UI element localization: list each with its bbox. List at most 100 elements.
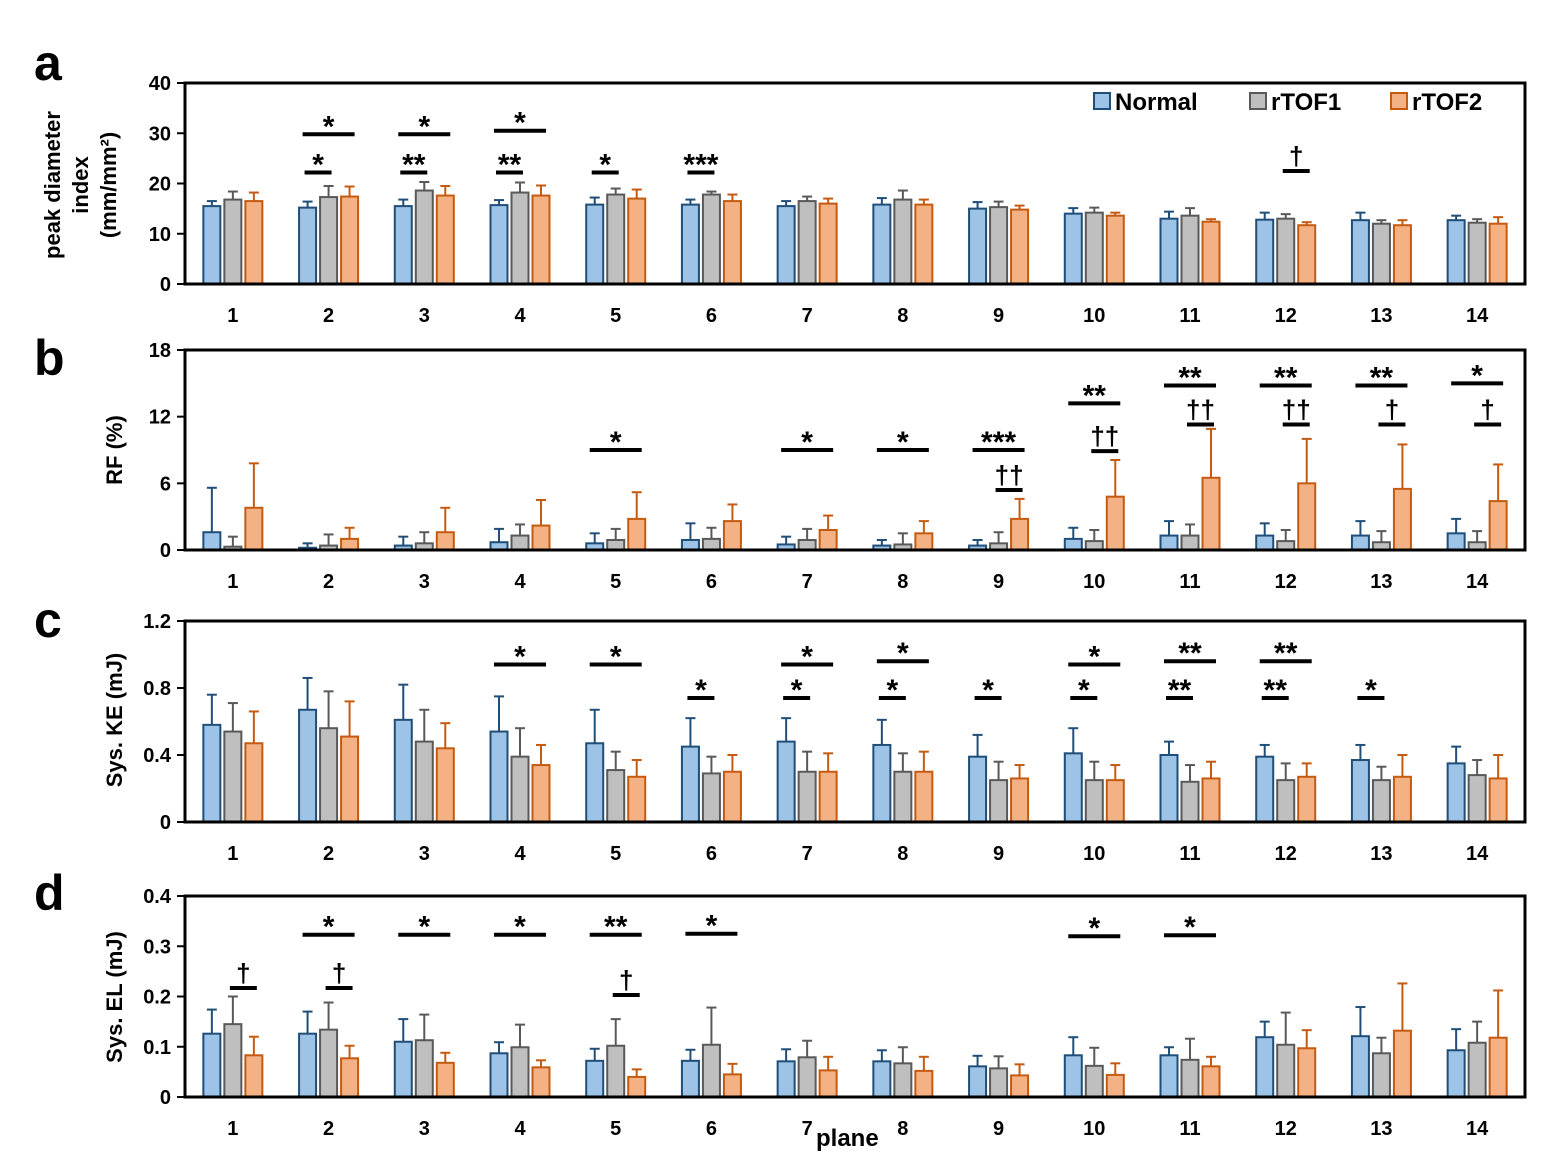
significance-mark: *** bbox=[683, 148, 718, 181]
bar-rtof1-plane-4 bbox=[510, 1046, 530, 1098]
bar-rtof1-plane-6 bbox=[701, 772, 721, 823]
bar-rtof2-plane-10 bbox=[1105, 1073, 1125, 1099]
bar-normal-plane-1 bbox=[202, 205, 222, 285]
x-tick-label: 8 bbox=[897, 571, 908, 593]
dagger-mark: † bbox=[332, 958, 346, 988]
y-axis-label: (mm/mm²) bbox=[96, 132, 121, 238]
bar-rtof2-plane-14 bbox=[1488, 1036, 1508, 1098]
bar-rtof2-plane-7 bbox=[818, 770, 838, 823]
bar-normal-plane-12 bbox=[1255, 1036, 1275, 1099]
bar-normal-plane-5 bbox=[585, 742, 605, 824]
y-tick-label: 0 bbox=[160, 540, 171, 562]
x-tick-label: 5 bbox=[610, 843, 621, 865]
bar-rtof2-plane-10 bbox=[1105, 495, 1125, 551]
y-tick-label: 0 bbox=[160, 1087, 171, 1109]
bar-rtof2-plane-7 bbox=[818, 202, 838, 286]
bar-normal-plane-1 bbox=[202, 1032, 222, 1099]
x-tick-label: 2 bbox=[323, 843, 334, 865]
bar-rtof2-plane-13 bbox=[1392, 487, 1412, 551]
bar-rtof1-plane-8 bbox=[893, 1062, 913, 1099]
bar-normal-plane-2 bbox=[298, 708, 318, 824]
x-tick-label: 12 bbox=[1275, 571, 1297, 593]
bar-rtof2-plane-3 bbox=[435, 747, 455, 823]
dagger-mark: †† bbox=[1282, 394, 1311, 424]
x-tick-label: 5 bbox=[610, 305, 621, 327]
bar-rtof2-plane-3 bbox=[435, 531, 455, 552]
x-tick-label: 6 bbox=[706, 571, 717, 593]
x-tick-label: 12 bbox=[1275, 843, 1297, 865]
bar-normal-plane-6 bbox=[680, 745, 700, 823]
x-tick-label: 3 bbox=[419, 305, 430, 327]
y-tick-label: 0.1 bbox=[143, 1037, 171, 1059]
bar-rtof1-plane-7 bbox=[797, 200, 817, 285]
x-tick-label: 13 bbox=[1370, 571, 1392, 593]
bar-normal-plane-13 bbox=[1350, 1035, 1370, 1099]
bar-normal-plane-11 bbox=[1159, 754, 1179, 823]
bar-rtof2-plane-2 bbox=[340, 735, 360, 824]
x-tick-label: 14 bbox=[1466, 1118, 1489, 1140]
bar-rtof1-plane-1 bbox=[223, 1023, 243, 1098]
bar-rtof1-plane-11 bbox=[1180, 534, 1200, 551]
bar-rtof1-plane-6 bbox=[701, 193, 721, 285]
bar-rtof1-plane-3 bbox=[414, 1039, 434, 1099]
bar-normal-plane-3 bbox=[393, 718, 413, 824]
bar-normal-plane-12 bbox=[1255, 534, 1275, 551]
significance-mark: ** bbox=[604, 911, 628, 944]
bar-rtof1-plane-6 bbox=[701, 1043, 721, 1098]
bar-normal-plane-7 bbox=[776, 740, 796, 823]
bar-rtof2-plane-11 bbox=[1201, 1065, 1221, 1099]
bar-rtof2-plane-14 bbox=[1488, 500, 1508, 552]
y-axis-label: index bbox=[68, 156, 93, 214]
x-tick-label: 4 bbox=[514, 305, 526, 327]
bar-rtof2-plane-4 bbox=[531, 764, 551, 823]
x-tick-label: 10 bbox=[1083, 1118, 1105, 1140]
x-tick-label: 13 bbox=[1370, 1118, 1392, 1140]
x-tick-label: 8 bbox=[897, 305, 908, 327]
x-tick-label: 11 bbox=[1179, 1118, 1200, 1140]
significance-mark: * bbox=[599, 148, 611, 181]
plot-frame bbox=[183, 619, 1527, 824]
y-tick-label: 0.2 bbox=[143, 987, 171, 1009]
bar-rtof1-plane-8 bbox=[893, 198, 913, 285]
bar-rtof1-plane-13 bbox=[1371, 779, 1391, 823]
bar-rtof2-plane-8 bbox=[914, 770, 934, 823]
x-tick-label: 14 bbox=[1466, 571, 1489, 593]
significance-mark: * bbox=[695, 674, 707, 707]
bar-rtof1-plane-3 bbox=[414, 189, 434, 285]
x-tick-label: 6 bbox=[706, 1118, 717, 1140]
bar-normal-plane-11 bbox=[1159, 1054, 1179, 1098]
bar-normal-plane-6 bbox=[680, 1059, 700, 1098]
bar-rtof2-plane-3 bbox=[435, 194, 455, 285]
bar-rtof1-plane-1 bbox=[223, 198, 243, 285]
x-tick-label: 4 bbox=[514, 1118, 526, 1140]
significance-mark: * bbox=[1365, 674, 1377, 707]
bar-rtof1-plane-10 bbox=[1084, 779, 1104, 823]
dagger-mark: † bbox=[619, 965, 633, 995]
dagger-mark: †† bbox=[1090, 421, 1119, 451]
dagger-mark: †† bbox=[1186, 394, 1215, 424]
significance-mark: ** bbox=[1168, 674, 1192, 707]
bar-rtof1-plane-5 bbox=[606, 193, 626, 285]
bar-rtof2-plane-13 bbox=[1392, 1029, 1412, 1099]
x-tick-label: 10 bbox=[1083, 843, 1105, 865]
significance-mark: * bbox=[801, 641, 813, 674]
bar-normal-plane-1 bbox=[202, 723, 222, 823]
bar-normal-plane-3 bbox=[393, 1040, 413, 1098]
significance-mark: * bbox=[514, 107, 526, 140]
x-tick-label: 5 bbox=[610, 571, 621, 593]
significance-mark: ** bbox=[1178, 362, 1202, 395]
bar-rtof2-plane-12 bbox=[1297, 1047, 1317, 1098]
significance-mark: * bbox=[514, 911, 526, 944]
plot-frame bbox=[183, 81, 1527, 286]
bar-rtof2-plane-5 bbox=[627, 775, 647, 824]
significance-mark: * bbox=[418, 911, 430, 944]
significance-mark: ** bbox=[1370, 362, 1394, 395]
significance-mark: * bbox=[1184, 911, 1196, 944]
significance-mark: * bbox=[418, 110, 430, 143]
x-tick-label: 4 bbox=[514, 571, 526, 593]
x-tick-label: 9 bbox=[993, 843, 1004, 865]
x-tick-label: 10 bbox=[1083, 571, 1105, 593]
bar-normal-plane-4 bbox=[489, 1052, 509, 1098]
